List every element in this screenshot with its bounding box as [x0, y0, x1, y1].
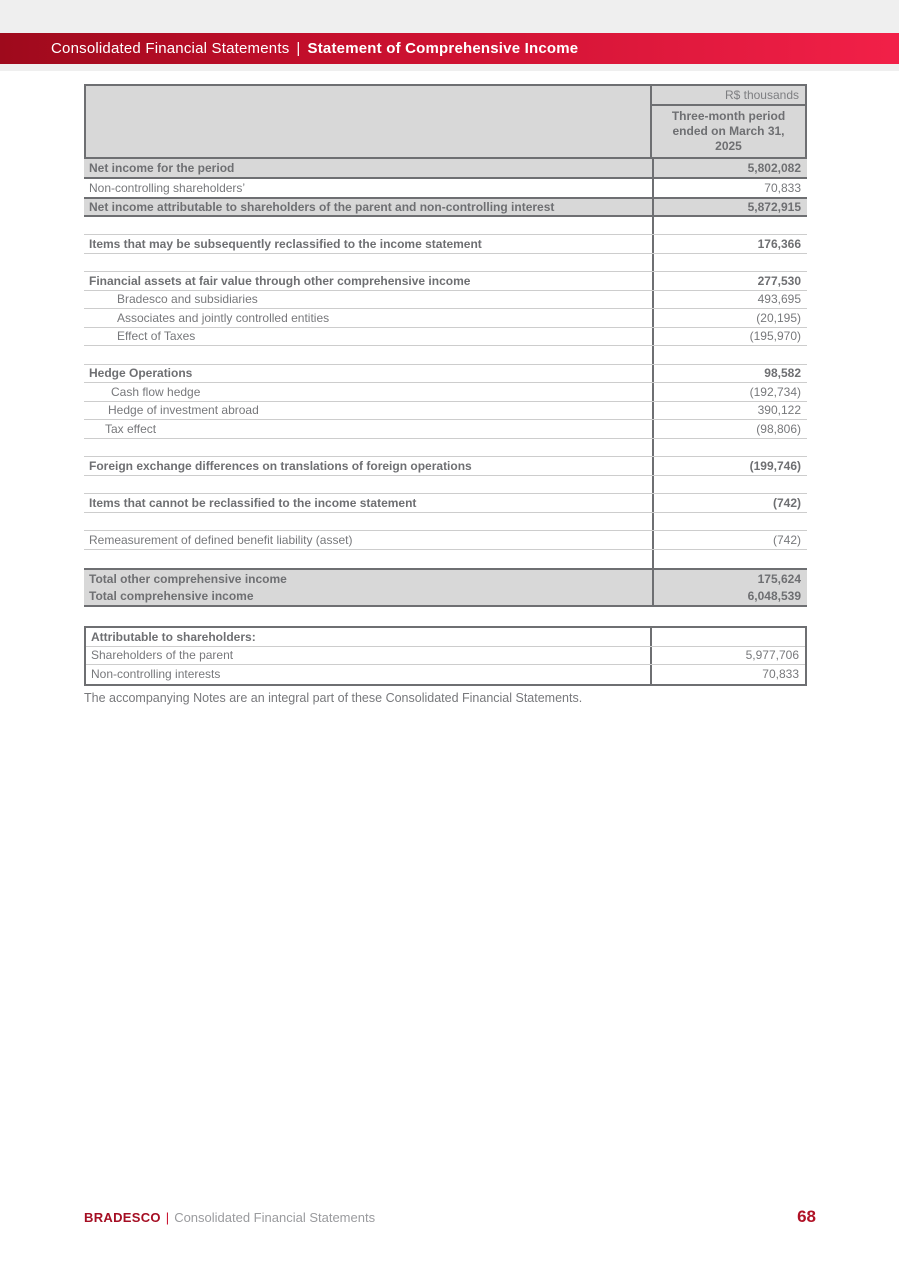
- row-label: Items that cannot be reclassified to the…: [84, 494, 654, 512]
- table-header-empty-cell: [86, 86, 652, 157]
- table-row-blank: [84, 216, 807, 235]
- table-row-blank: [84, 549, 807, 568]
- row-value: 5,802,082: [747, 160, 801, 175]
- table-body: Net income for the period 5,802,082 Non-co…: [84, 159, 807, 607]
- row-label: [84, 216, 654, 234]
- row-label: [84, 346, 654, 364]
- table-row-blank: [84, 253, 807, 272]
- table-row: Hedge of investment abroad 390,122: [84, 401, 807, 420]
- row-value: 493,695: [757, 292, 801, 307]
- table-row: Total other comprehensive income 175,624: [84, 568, 807, 588]
- row-value: 277,530: [757, 273, 801, 288]
- row-value: 98,582: [764, 366, 801, 381]
- row-label: [84, 438, 654, 456]
- banner-statement-title: Statement of Comprehensive Income: [307, 40, 579, 57]
- row-label: Bradesco and subsidiaries: [84, 290, 654, 308]
- row-label: Financial assets at fair value through o…: [84, 272, 654, 290]
- table-row: Effect of Taxes (195,970): [84, 327, 807, 346]
- row-value: (199,746): [749, 458, 801, 473]
- row-value: 176,366: [757, 236, 801, 251]
- footnote: The accompanying Notes are an integral p…: [84, 691, 583, 705]
- row-label: Total comprehensive income: [84, 587, 654, 605]
- row-value: 5,977,706: [745, 648, 799, 663]
- brand-logo-text: BRADESCO: [84, 1209, 161, 1225]
- row-label: Hedge Operations: [84, 364, 654, 382]
- row-value: 70,833: [764, 180, 801, 195]
- page-header-banner: Consolidated Financial Statements | Stat…: [0, 33, 899, 64]
- table-row: Items that may be subsequently reclassif…: [84, 235, 807, 254]
- table-row: Total comprehensive income 6,048,539: [84, 587, 807, 607]
- table-row: Non-controlling interests 70,833: [86, 665, 805, 684]
- footer-breadcrumb: BRADESCO | Consolidated Financial Statem…: [84, 1210, 375, 1225]
- row-label: Attributable to shareholders:: [86, 628, 652, 646]
- table-row: Bradesco and subsidiaries 493,695: [84, 290, 807, 309]
- row-label: [84, 475, 654, 493]
- row-value: (98,806): [756, 421, 801, 436]
- row-value: (742): [772, 532, 801, 547]
- row-value: 5,872,915: [747, 199, 801, 214]
- comprehensive-income-table: R$ thousands Three-month period ended on…: [84, 84, 807, 607]
- table-row: Shareholders of the parent 5,977,706: [86, 646, 805, 665]
- table-row: Foreign exchange differences on translat…: [84, 457, 807, 476]
- row-label: Hedge of investment abroad: [84, 401, 654, 419]
- table-row-blank: [84, 346, 807, 365]
- table-row: Net income attributable to shareholders …: [84, 197, 807, 217]
- banner-section-title: Consolidated Financial Statements: [51, 40, 290, 57]
- row-label: Shareholders of the parent: [86, 646, 652, 664]
- row-label: [84, 549, 654, 568]
- table-row-blank: [84, 438, 807, 457]
- table-row: Non-controlling shareholders’ 70,833: [84, 178, 807, 197]
- row-label: Cash flow hedge: [84, 383, 654, 401]
- table-header: R$ thousands Three-month period ended on…: [84, 84, 807, 159]
- row-value: (192,734): [749, 384, 801, 399]
- attribution-table-body: Attributable to shareholders: Shareholder…: [86, 628, 805, 684]
- row-value: 390,122: [757, 403, 801, 418]
- row-label: Remeasurement of defined benefit liabili…: [84, 531, 654, 549]
- table-row-blank: [84, 512, 807, 531]
- table-row: Financial assets at fair value through o…: [84, 272, 807, 291]
- row-value: 175,624: [757, 571, 801, 586]
- table-row: Hedge Operations 98,582: [84, 364, 807, 383]
- row-value: (195,970): [749, 329, 801, 344]
- row-label: [84, 512, 654, 530]
- table-header-value-column: R$ thousands Three-month period ended on…: [652, 86, 805, 157]
- unit-label: R$ thousands: [652, 86, 805, 106]
- table-row-blank: [84, 475, 807, 494]
- banner-separator: |: [296, 40, 301, 57]
- table-row: Associates and jointly controlled entiti…: [84, 309, 807, 328]
- table-row: Cash flow hedge (192,734): [84, 383, 807, 402]
- banner-sub-strip: [0, 64, 899, 71]
- row-label: Total other comprehensive income: [84, 570, 654, 588]
- footer-section-label: Consolidated Financial Statements: [174, 1209, 376, 1225]
- row-label: Net income attributable to shareholders …: [84, 199, 654, 215]
- row-label: Non-controlling interests: [86, 665, 652, 684]
- row-label: Effect of Taxes: [84, 327, 654, 345]
- table-row: Items that cannot be reclassified to the…: [84, 494, 807, 513]
- row-value: (20,195): [756, 310, 801, 325]
- row-label: [84, 253, 654, 271]
- row-value: 6,048,539: [747, 589, 801, 604]
- footer-separator: |: [165, 1209, 170, 1225]
- row-label: Net income for the period: [84, 159, 654, 177]
- row-label: Non-controlling shareholders’: [84, 178, 654, 197]
- row-label: Foreign exchange differences on translat…: [84, 457, 654, 475]
- row-label: Items that may be subsequently reclassif…: [84, 235, 654, 253]
- row-value: 70,833: [762, 667, 799, 682]
- table-row: Tax effect (98,806): [84, 420, 807, 439]
- top-strip: [0, 0, 899, 33]
- page-footer: BRADESCO | Consolidated Financial Statem…: [84, 1207, 816, 1227]
- table-row: Attributable to shareholders:: [86, 628, 805, 647]
- row-value: (742): [772, 495, 801, 510]
- row-label: Associates and jointly controlled entiti…: [84, 309, 654, 327]
- period-column-header: Three-month period ended on March 31, 20…: [671, 109, 786, 153]
- page-number: 68: [797, 1207, 816, 1226]
- attribution-table: Attributable to shareholders: Shareholder…: [84, 626, 807, 686]
- table-row: Remeasurement of defined benefit liabili…: [84, 531, 807, 550]
- table-row: Net income for the period 5,802,082: [84, 159, 807, 179]
- row-label: Tax effect: [84, 420, 654, 438]
